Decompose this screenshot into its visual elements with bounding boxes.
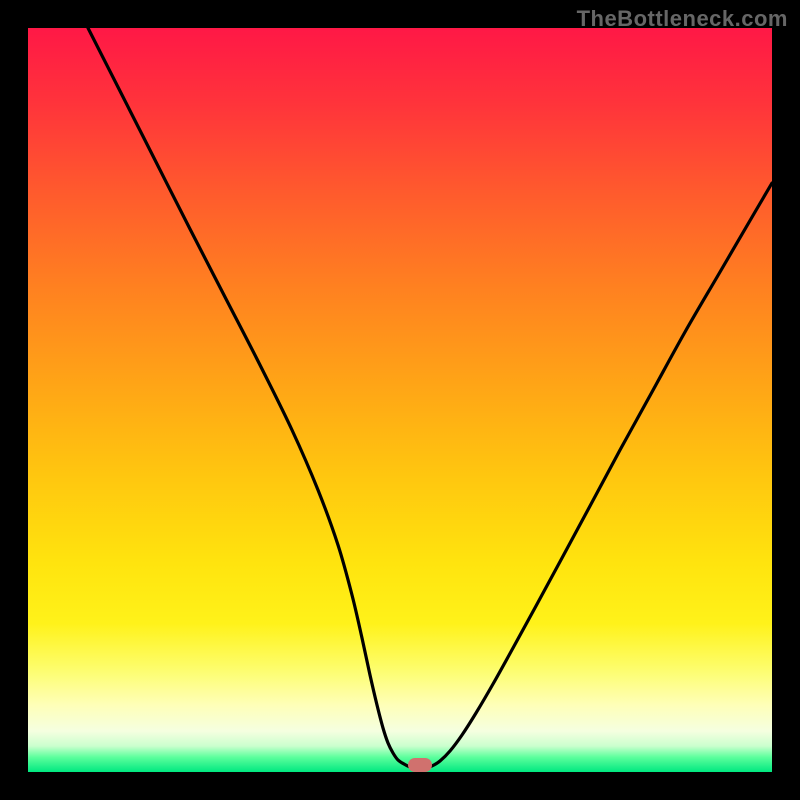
frame-border	[0, 0, 28, 800]
frame-border	[0, 772, 800, 800]
plot-area	[28, 28, 772, 772]
frame-border	[772, 0, 800, 800]
bottleneck-marker	[408, 758, 432, 772]
watermark-text: TheBottleneck.com	[577, 6, 788, 32]
bottleneck-chart	[0, 0, 800, 800]
